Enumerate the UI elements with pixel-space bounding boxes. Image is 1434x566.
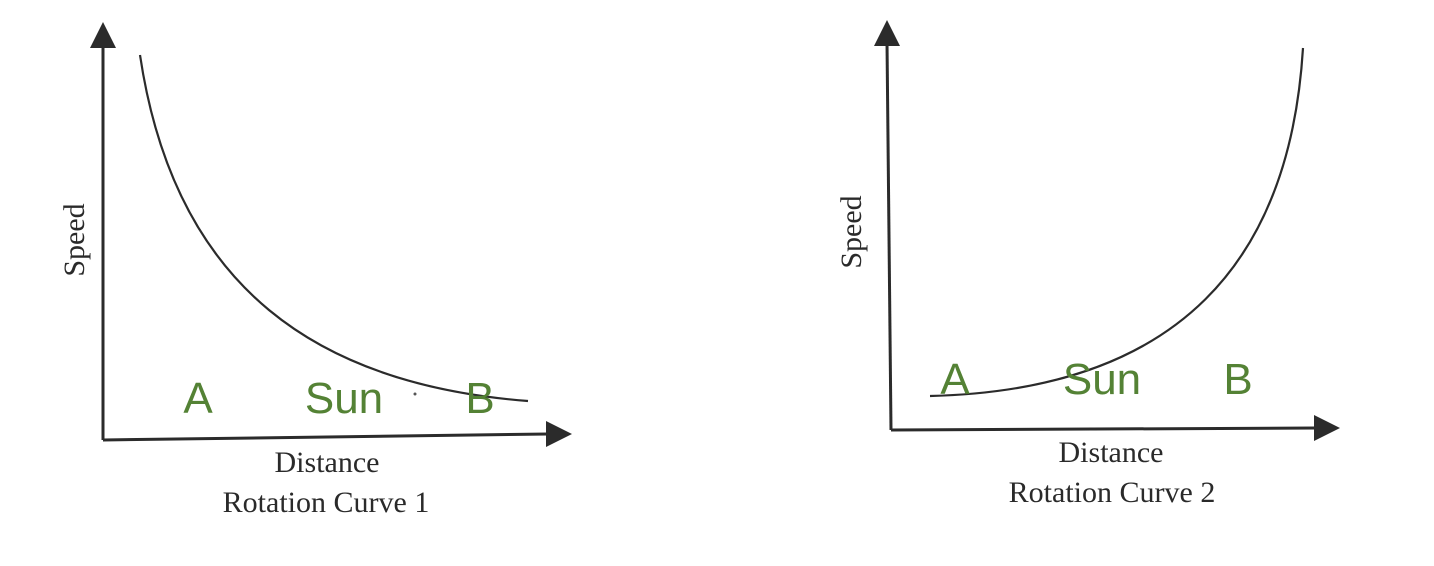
y-axis-arrow-icon xyxy=(90,22,116,48)
rotation-curve-1-panel: Speed Distance Rotation Curve 1 A Sun B xyxy=(58,22,572,519)
y-axis-label: Speed xyxy=(58,203,91,276)
point-label-sun: Sun xyxy=(1063,355,1141,404)
point-label-a: A xyxy=(940,355,970,404)
panel-caption: Rotation Curve 1 xyxy=(223,486,430,519)
y-axis-arrow-icon xyxy=(874,20,900,46)
rotation-curve-2-panel: Speed Distance Rotation Curve 2 A Sun B xyxy=(835,20,1340,509)
point-label-b: B xyxy=(1223,355,1252,404)
point-label-sun: Sun xyxy=(305,374,383,423)
rotation-curve xyxy=(138,54,529,403)
panel-caption: Rotation Curve 2 xyxy=(1009,476,1216,509)
x-axis-arrow-icon xyxy=(1314,415,1340,441)
point-label-a: A xyxy=(183,374,213,423)
x-axis xyxy=(102,432,549,442)
x-axis-label: Distance xyxy=(275,446,380,479)
rotation-curve xyxy=(929,47,1305,398)
point-label-b: B xyxy=(465,374,494,423)
x-axis xyxy=(890,426,1317,432)
x-axis-label: Distance xyxy=(1059,436,1164,469)
y-axis xyxy=(885,41,893,431)
stray-dot xyxy=(413,392,417,396)
y-axis-label: Speed xyxy=(835,195,868,268)
x-axis-arrow-icon xyxy=(546,421,572,447)
